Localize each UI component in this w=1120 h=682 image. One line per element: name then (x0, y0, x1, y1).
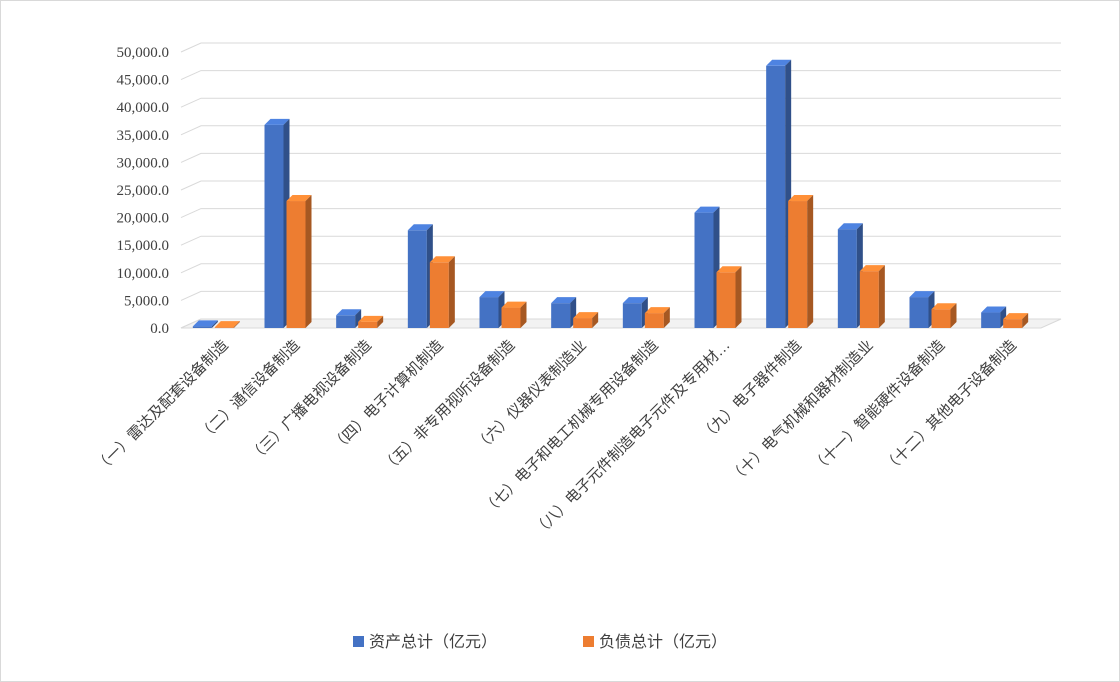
bar-liabilities (788, 195, 814, 328)
bar-assets (766, 59, 792, 329)
y-tick-label: 5,000.0 (124, 293, 169, 309)
gridline (180, 263, 1061, 274)
bar-liabilities (716, 266, 742, 328)
x-tick-label: （五）非专用视听设备制造 (379, 337, 518, 476)
legend-label: 负债总计（亿元） (599, 633, 727, 651)
bar-liabilities (859, 265, 885, 328)
bar-assets (909, 291, 935, 328)
x-tick-label: （一）雷达及配套设备制造 (92, 337, 231, 476)
gridline (180, 97, 1061, 108)
y-tick-label: 45,000.0 (117, 73, 170, 89)
bar-liabilities (214, 321, 240, 328)
bar-assets (694, 206, 720, 328)
y-tick-label: 0.0 (150, 321, 169, 337)
y-tick-label: 20,000.0 (117, 211, 170, 227)
bar-liabilities (286, 195, 312, 328)
bar-assets (336, 309, 362, 328)
gridline (180, 70, 1061, 81)
bar-liabilities (1003, 313, 1029, 328)
bar-liabilities (358, 315, 384, 328)
bar-assets (479, 291, 505, 328)
legend-swatch (583, 636, 594, 647)
y-tick-label: 40,000.0 (117, 100, 170, 116)
gridline (180, 125, 1061, 136)
bar-assets (551, 297, 577, 328)
x-tick-label: （十）电气机械和器材制造业 (727, 337, 877, 487)
y-tick-label: 50,000.0 (117, 45, 170, 61)
gridline (180, 42, 1061, 53)
legend-item: 负债总计（亿元） (583, 633, 727, 651)
legend-item: 资产总计（亿元） (353, 633, 497, 651)
gridline (180, 235, 1061, 246)
gridline (180, 180, 1061, 191)
bar-assets (407, 224, 433, 328)
gridline (180, 208, 1061, 219)
legend-label: 资产总计（亿元） (369, 633, 497, 651)
bar-assets (192, 320, 218, 328)
bar-assets (837, 223, 863, 328)
y-tick-label: 35,000.0 (117, 128, 170, 144)
bar-liabilities (501, 301, 527, 328)
bar-liabilities (644, 307, 670, 328)
bar-assets (981, 306, 1007, 328)
legend-swatch (353, 636, 364, 647)
y-tick-label: 25,000.0 (117, 183, 170, 199)
bar-liabilities (931, 303, 957, 328)
bar-liabilities (429, 256, 455, 328)
y-tick-label: 15,000.0 (117, 238, 170, 254)
bar-assets (622, 297, 648, 328)
x-tick-label: （十二）其他电子设备制造 (881, 337, 1020, 476)
y-tick-label: 10,000.0 (117, 266, 170, 282)
x-tick-label: （十一）智能硬件设备制造 (808, 336, 948, 476)
bar-liabilities (573, 312, 599, 328)
gridline (180, 152, 1061, 163)
bar-assets (264, 118, 290, 328)
x-tick-label: （三）广播电视设备制造 (246, 337, 375, 466)
y-tick-label: 30,000.0 (117, 155, 170, 171)
